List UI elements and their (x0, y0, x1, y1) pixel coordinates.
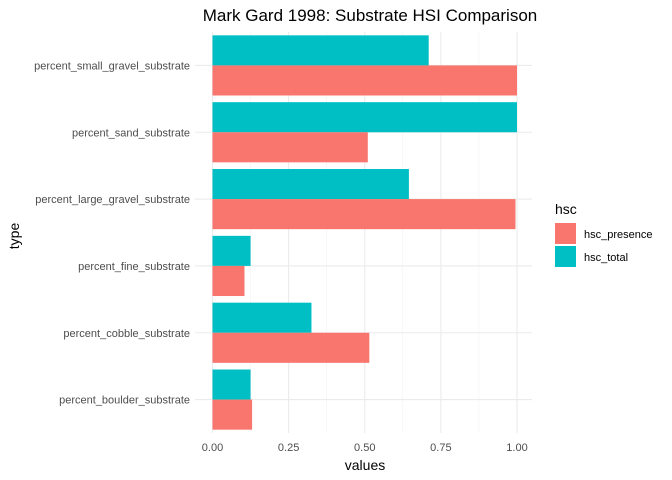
x-tick-label: 0.25 (278, 442, 299, 454)
bars (212, 35, 517, 430)
bar-hsc_total-percent_small_gravel_substrate (212, 35, 429, 66)
x-axis-title: values (345, 457, 385, 473)
bar-hsc_presence-percent_boulder_substrate (212, 399, 253, 430)
y-tick-label: percent_large_gravel_substrate (35, 194, 190, 206)
bar-hsc_presence-percent_fine_substrate (212, 265, 245, 296)
chart-title: Mark Gard 1998: Substrate HSI Comparison (203, 6, 537, 25)
plot-panel (195, 32, 532, 433)
legend: hsc hsc_presence hsc_total (555, 201, 653, 267)
y-tick-labels: percent_small_gravel_substrate percent_sa… (34, 60, 190, 406)
bar-hsc_presence-percent_large_gravel_substrate (212, 199, 516, 230)
x-tick-label: 0.50 (354, 442, 375, 454)
y-axis-title: type (6, 223, 22, 250)
bar-hsc_total-percent_sand_substrate (212, 102, 517, 133)
bar-hsc_presence-percent_sand_substrate (212, 132, 368, 163)
y-tick-label: percent_fine_substrate (78, 261, 190, 273)
legend-label-hsc_total: hsc_total (584, 252, 628, 264)
y-tick-label: percent_boulder_substrate (59, 395, 190, 407)
bar-hsc_presence-percent_cobble_substrate (212, 332, 370, 363)
x-tick-labels: 0.00 0.25 0.50 0.75 1.00 (202, 442, 528, 454)
y-tick-label: percent_small_gravel_substrate (34, 60, 190, 72)
legend-title: hsc (555, 201, 577, 217)
bar-hsc_total-percent_fine_substrate (212, 235, 251, 266)
legend-label-hsc_presence: hsc_presence (584, 229, 653, 241)
x-tick-label: 0.75 (430, 442, 451, 454)
bar-hsc_total-percent_boulder_substrate (212, 369, 251, 400)
legend-key-hsc_total (555, 246, 576, 267)
bar-hsc_total-percent_large_gravel_substrate (212, 169, 409, 200)
x-tick-label: 1.00 (506, 442, 527, 454)
x-tick-label: 0.00 (202, 442, 223, 454)
bar-hsc_total-percent_cobble_substrate (212, 302, 312, 333)
y-tick-label: percent_sand_substrate (72, 127, 190, 139)
y-tick-label: percent_cobble_substrate (63, 328, 190, 340)
legend-key-hsc_presence (555, 223, 576, 244)
bar-hsc_presence-percent_small_gravel_substrate (212, 65, 517, 96)
